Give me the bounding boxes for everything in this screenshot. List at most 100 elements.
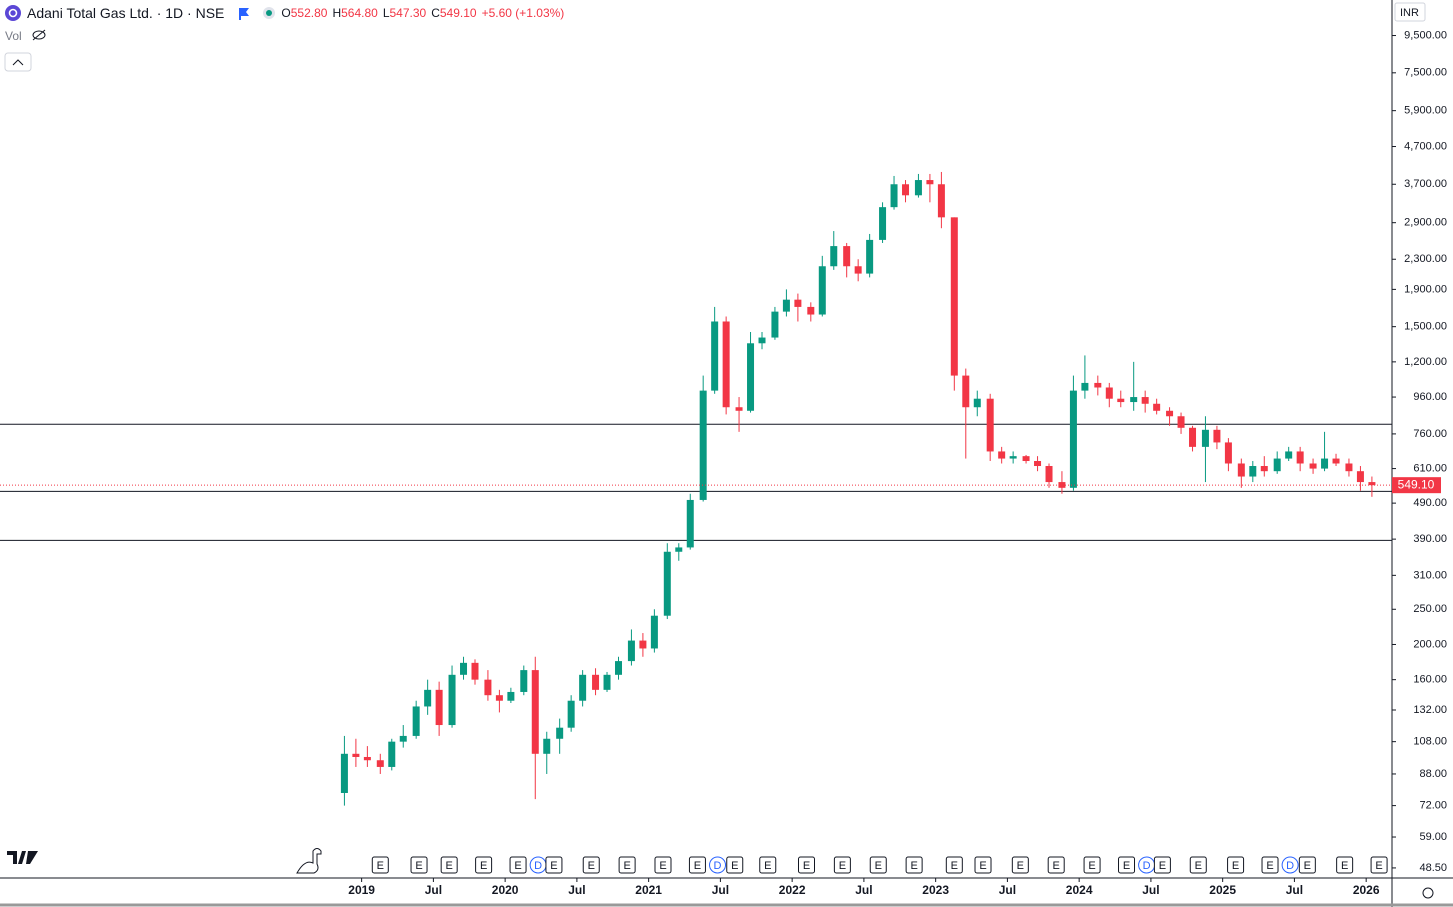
last-price-label: 549.10 — [1398, 477, 1435, 491]
x-tick-label: Jul — [999, 883, 1016, 897]
event-label: E — [910, 860, 917, 872]
o-label: O — [281, 6, 291, 20]
candle-body — [435, 689, 443, 726]
candle-body — [1309, 463, 1317, 469]
earnings-marker — [1336, 856, 1354, 874]
candle-body — [531, 670, 539, 754]
logo-circle — [5, 5, 21, 21]
candle-body — [495, 695, 503, 701]
candle-body — [579, 674, 587, 701]
eye — [32, 30, 46, 40]
candle-body — [424, 689, 432, 707]
candle-body — [340, 753, 348, 793]
candle-body — [1009, 456, 1017, 459]
candle-body — [1045, 466, 1053, 483]
y-tick-label: 610.00 — [1413, 462, 1447, 474]
candle-body — [711, 321, 719, 391]
y-tick-label: 250.00 — [1413, 603, 1447, 615]
tv-logo — [7, 851, 38, 864]
event-label: E — [415, 860, 422, 872]
y-tick-label: 390.00 — [1413, 533, 1447, 545]
earnings-marker — [833, 856, 851, 874]
candle-body — [758, 337, 766, 344]
collapse-button[interactable] — [4, 52, 32, 72]
y-tick-label: 88.00 — [1419, 768, 1447, 780]
x-tick-label: 2025 — [1209, 883, 1236, 897]
candle-body — [1058, 482, 1066, 488]
candle-body — [1166, 410, 1174, 417]
dividend-marker — [1281, 856, 1299, 874]
event-label: E — [377, 860, 384, 872]
earnings-marker — [582, 856, 600, 874]
event-label: E — [1341, 860, 1348, 872]
candle-body — [686, 499, 694, 548]
candle-body — [1345, 463, 1353, 472]
candle-body — [747, 343, 755, 411]
candle-body — [1177, 416, 1185, 428]
h-label: H — [332, 6, 342, 20]
event-label: E — [1017, 860, 1024, 872]
event-label: E — [1266, 860, 1273, 872]
candle-body — [363, 756, 371, 761]
y-tick-label: 59.00 — [1419, 831, 1447, 843]
symbol-logo — [5, 5, 21, 21]
candle-body — [782, 299, 790, 312]
y-tick-label: 4,700.00 — [1404, 140, 1447, 152]
candle-body — [460, 662, 468, 675]
earnings-marker — [1047, 856, 1065, 874]
earnings-marker — [1118, 856, 1136, 874]
earnings-marker — [440, 856, 458, 874]
event-label: E — [839, 860, 846, 872]
earnings-marker — [726, 856, 744, 874]
x-tick-label: Jul — [425, 883, 442, 897]
earnings-marker — [688, 856, 706, 874]
volume-label: Vol — [5, 29, 22, 43]
x-tick-label: 2026 — [1353, 883, 1380, 897]
event-label: E — [694, 860, 701, 872]
y-tick-label: 5,900.00 — [1404, 105, 1447, 117]
event-label: E — [875, 860, 882, 872]
flag-icon[interactable] — [237, 6, 251, 20]
candle-body — [807, 306, 815, 315]
event-label: E — [1159, 860, 1166, 872]
y-tick-label: 1,200.00 — [1404, 356, 1447, 368]
candle-body — [615, 661, 623, 675]
candle-body — [1189, 427, 1197, 447]
event-label: E — [803, 860, 810, 872]
x-tick-label: Jul — [712, 883, 729, 897]
candle-body — [1069, 390, 1077, 488]
event-label: E — [1123, 860, 1130, 872]
y-tick-label: 48.50 — [1419, 862, 1447, 874]
earnings-marker — [1261, 856, 1279, 874]
currency: INR — [1400, 7, 1419, 19]
currency-box[interactable] — [1394, 2, 1426, 22]
earnings-marker — [797, 856, 815, 874]
candle-body — [507, 691, 515, 701]
candle-body — [854, 266, 862, 274]
candle-body — [520, 670, 528, 692]
earnings-marker — [974, 856, 992, 874]
event-label: E — [514, 860, 521, 872]
candle-body — [388, 741, 396, 767]
event-label: E — [623, 860, 630, 872]
x-tick-label: 2020 — [492, 883, 519, 897]
event-label: D — [1286, 860, 1294, 872]
candle-body — [1213, 429, 1221, 443]
earnings-marker — [1011, 856, 1029, 874]
hidden-icon[interactable] — [31, 29, 47, 41]
candle-body — [866, 239, 874, 274]
candle-body — [973, 398, 981, 408]
event-label: E — [445, 860, 452, 872]
event-label: E — [1232, 860, 1239, 872]
candle-body — [567, 700, 575, 728]
candle-body — [556, 727, 564, 739]
candle-body — [412, 706, 420, 736]
c-label: C — [431, 6, 440, 20]
event-label: E — [979, 860, 986, 872]
earnings-marker — [905, 856, 923, 874]
c-value: 549.10 — [439, 6, 477, 20]
x-tick-label: 2021 — [635, 883, 662, 897]
collapse-icon — [12, 59, 24, 66]
dino-icon[interactable] — [296, 848, 322, 874]
